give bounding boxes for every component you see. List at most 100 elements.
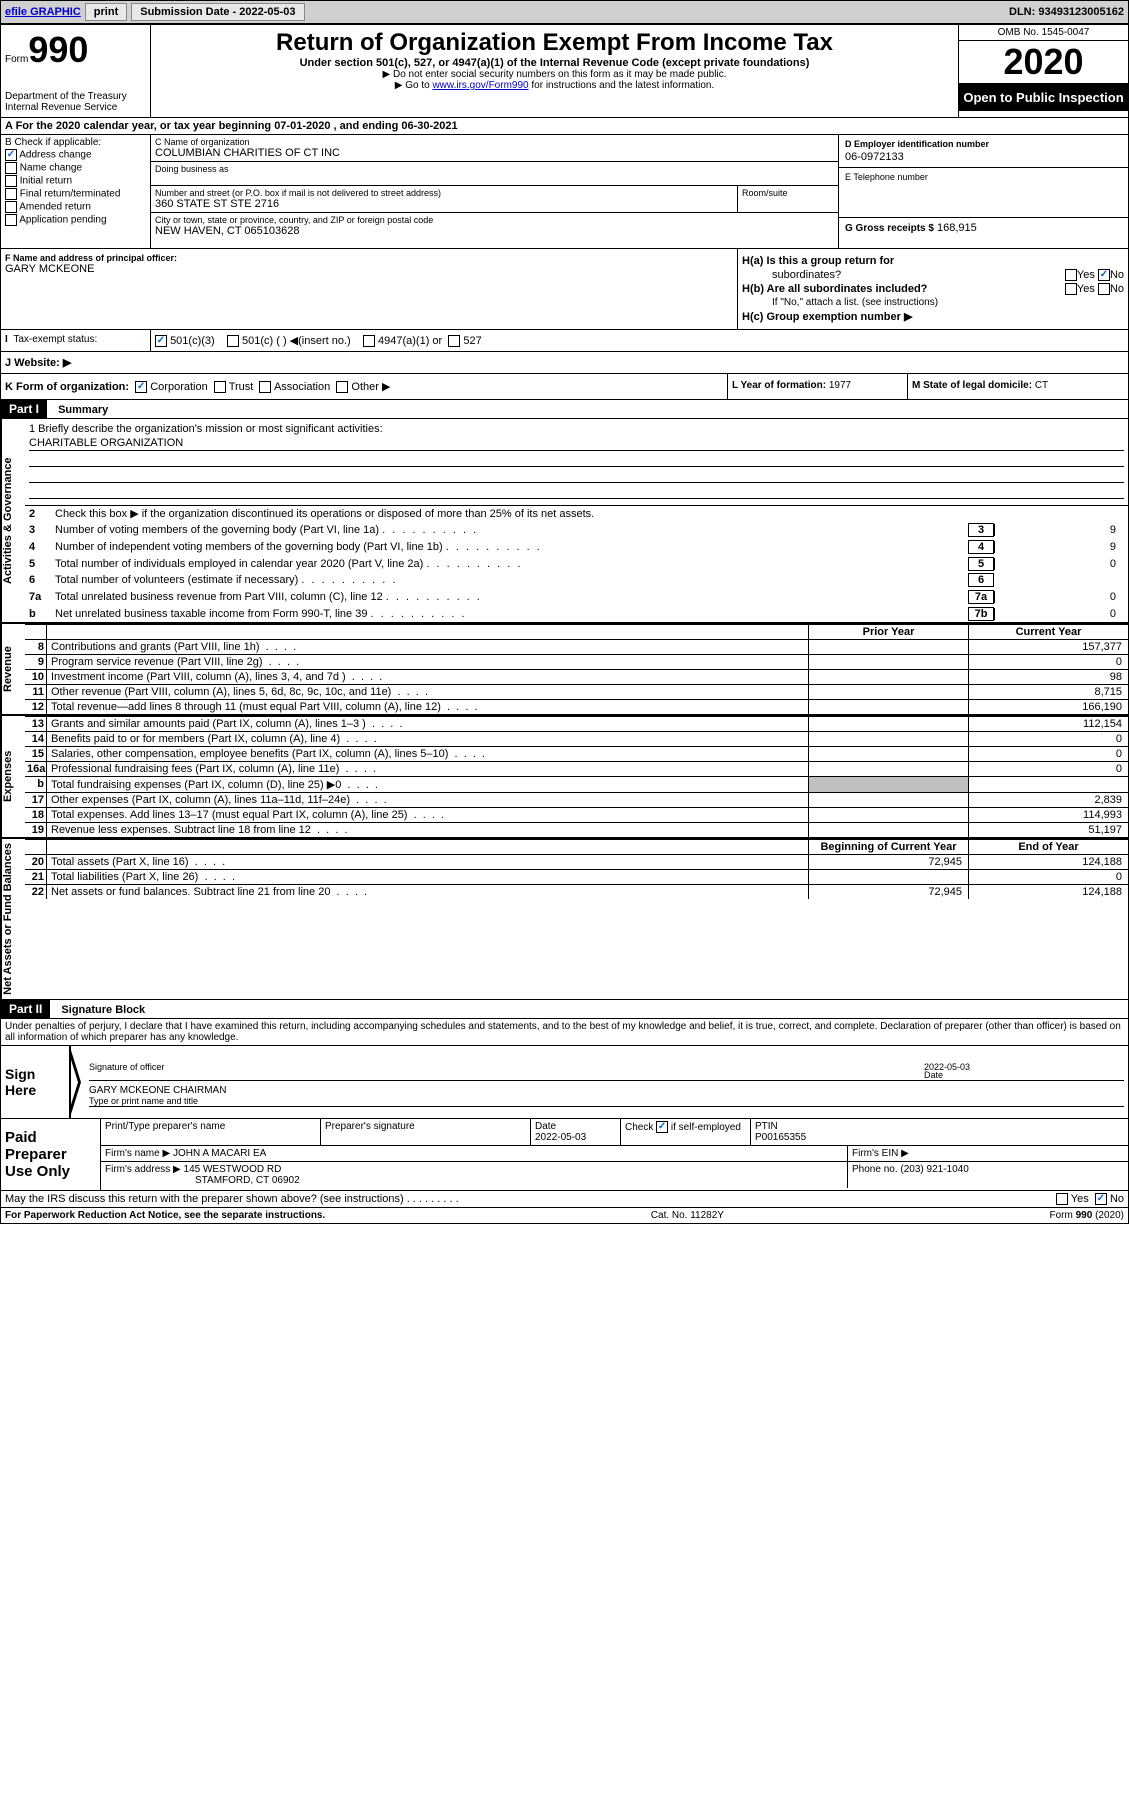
chk-amended[interactable] — [5, 201, 17, 213]
tab-netassets: Net Assets or Fund Balances — [1, 839, 25, 999]
chk-address-change[interactable] — [5, 149, 17, 161]
type-name-label: Type or print name and title — [89, 1096, 1124, 1106]
officer-name: GARY MCKEONE — [5, 263, 733, 275]
chk-final-return[interactable] — [5, 188, 17, 200]
part1-header-row: Part I Summary — [1, 400, 1128, 419]
omb-number: OMB No. 1545-0047 — [959, 25, 1128, 41]
submission-date-button[interactable]: Submission Date - 2022-05-03 — [131, 3, 304, 21]
grid-line-9: 9Program service revenue (Part VIII, lin… — [25, 654, 1128, 669]
print-button[interactable]: print — [85, 3, 127, 21]
chk-527[interactable] — [448, 335, 460, 347]
gov-line-b: bNet unrelated business taxable income f… — [25, 605, 1128, 622]
tax-period: A For the 2020 calendar year, or tax yea… — [1, 118, 1128, 135]
prep-phone-value: (203) 921-1040 — [900, 1164, 968, 1175]
section-klm: K Form of organization: Corporation Trus… — [1, 374, 1128, 400]
grid-line-11: 11Other revenue (Part VIII, column (A), … — [25, 684, 1128, 699]
lbl-yes: Yes — [1077, 269, 1095, 281]
chk-app-pending[interactable] — [5, 214, 17, 226]
k-label: K Form of organization: — [5, 381, 129, 393]
section-d: D Employer identification number 06-0972… — [838, 135, 1128, 248]
chk-501c3[interactable] — [155, 335, 167, 347]
ha-no[interactable] — [1098, 269, 1110, 281]
grid-line-22: 22Net assets or fund balances. Subtract … — [25, 884, 1128, 899]
city-value: NEW HAVEN, CT 065103628 — [155, 225, 300, 237]
form-subtitle: Under section 501(c), 527, or 4947(a)(1)… — [155, 57, 954, 69]
ha-yes[interactable] — [1065, 269, 1077, 281]
grid-line-13: 13Grants and similar amounts paid (Part … — [25, 716, 1128, 731]
section-fh: F Name and address of principal officer:… — [1, 249, 1128, 330]
b-label: B Check if applicable: — [5, 137, 101, 148]
form-number: 990 — [28, 29, 88, 70]
phone-label: E Telephone number — [845, 172, 1122, 182]
grid-line-19: 19Revenue less expenses. Subtract line 1… — [25, 822, 1128, 837]
opt-other: Other ▶ — [351, 381, 390, 393]
page-footer: For Paperwork Reduction Act Notice, see … — [1, 1208, 1128, 1223]
mission-line4 — [29, 485, 1124, 499]
netassets-section: Net Assets or Fund Balances Beginning of… — [1, 837, 1128, 1000]
mission-line2 — [29, 453, 1124, 467]
chk-assoc[interactable] — [259, 381, 271, 393]
form-ref: Form 990 (2020) — [1050, 1210, 1124, 1221]
discuss-yes-lbl: Yes — [1071, 1193, 1089, 1205]
city-label: City or town, state or province, country… — [155, 215, 834, 225]
chk-name-change[interactable] — [5, 162, 17, 174]
grid-line-8: 8Contributions and grants (Part VIII, li… — [25, 639, 1128, 654]
website-label: J Website: ▶ — [5, 357, 71, 369]
chk-corp[interactable] — [135, 381, 147, 393]
grid-line-10: 10Investment income (Part VIII, column (… — [25, 669, 1128, 684]
note2-post: for instructions and the latest informat… — [529, 80, 715, 91]
gov-line-3: 3Number of voting members of the governi… — [25, 521, 1128, 538]
note2-pre: ▶ Go to — [395, 80, 433, 91]
year-formation: 1977 — [829, 380, 851, 391]
lbl-no: No — [1110, 269, 1124, 281]
section-h: H(a) Is this a group return for subordin… — [738, 249, 1128, 329]
sign-here-label: Sign Here — [1, 1046, 71, 1118]
grid-line-17: 17Other expenses (Part IX, column (A), l… — [25, 792, 1128, 807]
chk-4947[interactable] — [363, 335, 375, 347]
section-c: C Name of organization COLUMBIAN CHARITI… — [151, 135, 838, 248]
paperwork-notice: For Paperwork Reduction Act Notice, see … — [5, 1210, 325, 1221]
discuss-no[interactable] — [1095, 1193, 1107, 1205]
org-name: COLUMBIAN CHARITIES OF CT INC — [155, 147, 340, 159]
discuss-yes[interactable] — [1056, 1193, 1068, 1205]
section-l: L Year of formation: 1977 — [728, 374, 908, 399]
gross-label: G Gross receipts $ — [845, 223, 934, 234]
revenue-header: Prior Year Current Year — [25, 624, 1128, 639]
mission-line3 — [29, 469, 1124, 483]
discuss-text: May the IRS discuss this return with the… — [5, 1193, 404, 1205]
gov-line-5: 5Total number of individuals employed in… — [25, 555, 1128, 572]
m-label: M State of legal domicile: — [912, 380, 1032, 391]
irs-link[interactable]: www.irs.gov/Form990 — [432, 80, 528, 91]
discuss-row: May the IRS discuss this return with the… — [1, 1191, 1128, 1208]
chk-trust[interactable] — [214, 381, 226, 393]
chk-other[interactable] — [336, 381, 348, 393]
firm-addr-label: Firm's address ▶ — [105, 1164, 181, 1175]
f-label: F Name and address of principal officer: — [5, 253, 733, 263]
section-j: J Website: ▶ — [1, 352, 1128, 374]
penalties-statement: Under penalties of perjury, I declare th… — [1, 1019, 1128, 1046]
chk-initial-return[interactable] — [5, 175, 17, 187]
hb-yes[interactable] — [1065, 283, 1077, 295]
lbl-amended: Amended return — [19, 202, 91, 213]
i-label: Tax-exempt status: — [13, 334, 97, 345]
line2: 2 Check this box ▶ if the organization d… — [25, 506, 1128, 521]
street-label: Number and street (or P.O. box if mail i… — [155, 188, 733, 198]
ha-label2: subordinates? — [772, 269, 841, 281]
chk-self-employed[interactable] — [656, 1121, 668, 1133]
mission-block: 1 Briefly describe the organization's mi… — [25, 419, 1128, 506]
opt-4947: 4947(a)(1) or — [378, 335, 442, 347]
sig-date-label: Date — [924, 1070, 943, 1080]
chk-501c[interactable] — [227, 335, 239, 347]
lbl-app-pending: Application pending — [19, 215, 106, 226]
hb-no[interactable] — [1098, 283, 1110, 295]
dln-label: DLN: 93493123005162 — [1009, 6, 1124, 18]
efile-link[interactable]: efile GRAPHIC — [5, 6, 81, 18]
header-left: Form990 Department of the Treasury Inter… — [1, 25, 151, 117]
room-label: Room/suite — [742, 188, 834, 198]
expenses-section: Expenses 13Grants and similar amounts pa… — [1, 714, 1128, 837]
paid-prep-label: Paid Preparer Use Only — [1, 1119, 101, 1190]
opt-corp: Corporation — [150, 381, 207, 393]
section-f: F Name and address of principal officer:… — [1, 249, 738, 329]
lbl-name-change: Name change — [20, 163, 82, 174]
grid-line-15: 15Salaries, other compensation, employee… — [25, 746, 1128, 761]
